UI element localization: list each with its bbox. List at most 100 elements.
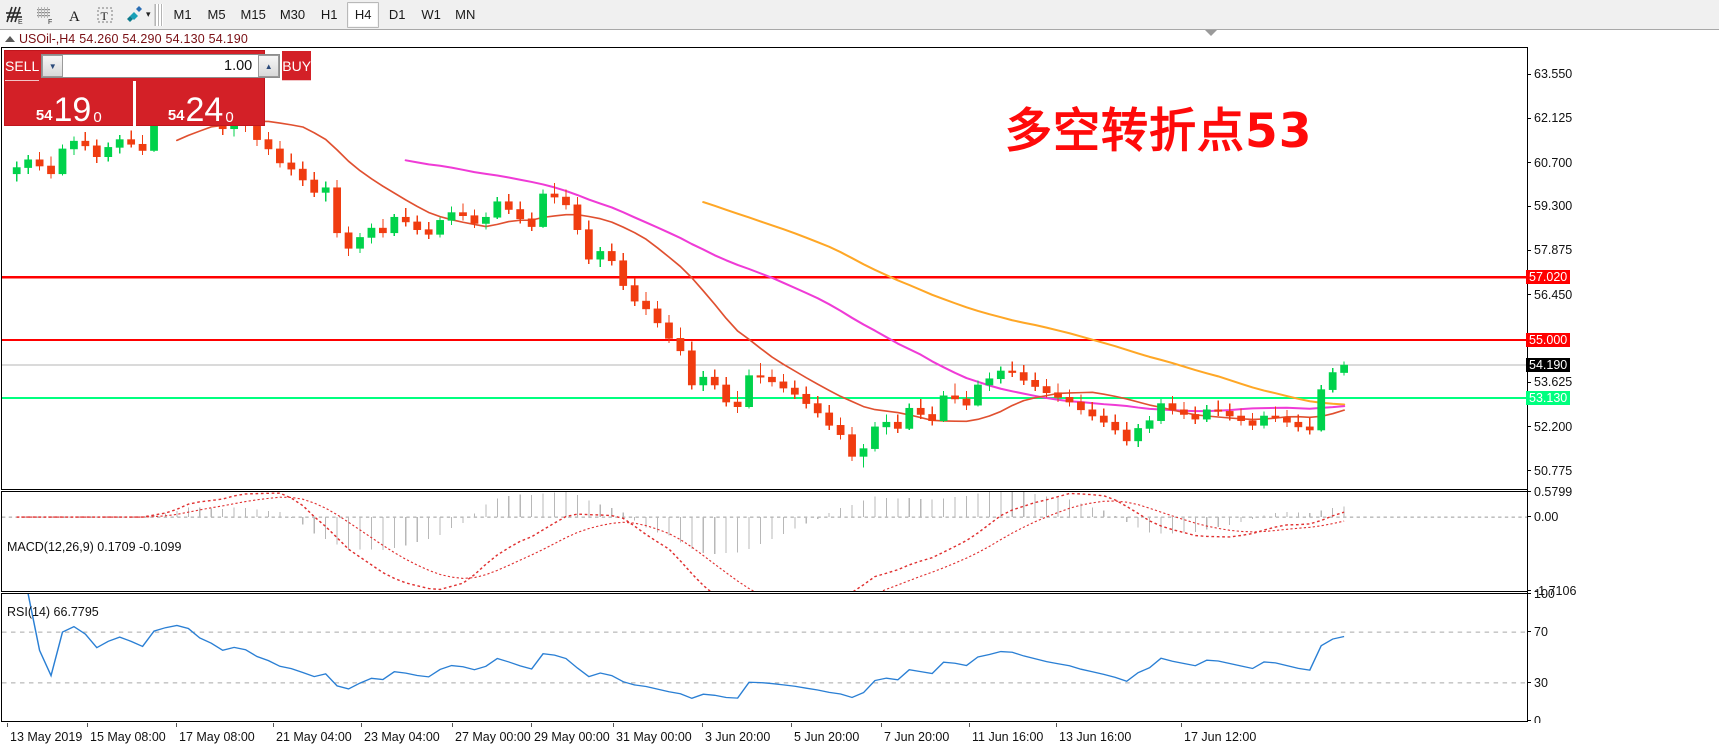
timeframe-m5[interactable]: M5	[207, 7, 226, 22]
time-scale[interactable]: 13 May 2019 15 May 08:00 17 May 08:00 21 Ma…	[1, 723, 1717, 752]
tick-dash	[1527, 590, 1531, 592]
time-tick-label: 21 May 04:00	[276, 730, 352, 744]
time-tick	[7, 723, 8, 727]
collapse-triangle-icon[interactable]	[5, 36, 15, 42]
price-tick-value: 59.300	[1534, 199, 1573, 214]
indicators-icon[interactable]: E	[0, 1, 30, 29]
volume-input[interactable]	[63, 55, 259, 77]
sell-button[interactable]: SELL	[5, 51, 40, 81]
price-chart-panel[interactable]	[1, 47, 1717, 490]
sell-price-points: 19	[53, 91, 92, 129]
sell-price-fraction: 0	[93, 109, 102, 126]
time-tick-label: 13 Jun 16:00	[1059, 730, 1132, 744]
price-tick-label: 53.625	[1527, 376, 1572, 389]
price-level-value: 53.130	[1526, 391, 1571, 405]
timeframe-m1[interactable]: M1	[173, 7, 192, 22]
tick-dash	[1527, 426, 1531, 428]
time-tick	[791, 723, 792, 727]
price-tick-value: 63.550	[1534, 67, 1573, 82]
symbol-label: USOil-,H4	[19, 32, 76, 46]
grid-icon[interactable]: F	[30, 1, 60, 29]
toolbar-separator	[153, 3, 163, 26]
volume-increment-icon[interactable]: ▲	[258, 55, 280, 77]
rsi-tick-value: 70	[1534, 624, 1548, 639]
time-tick	[273, 723, 274, 727]
buy-price-fraction: 0	[225, 109, 234, 126]
timeframe-mn[interactable]: MN	[455, 7, 476, 22]
tick-dash	[1527, 73, 1531, 75]
buy-button[interactable]: BUY	[282, 51, 312, 81]
time-tick	[531, 723, 532, 727]
timeframe-w1[interactable]: W1	[421, 7, 441, 22]
time-tick	[613, 723, 614, 727]
price-tick-value: 60.700	[1534, 155, 1573, 170]
price-tick-value: 56.450	[1534, 287, 1573, 302]
macd-panel[interactable]	[1, 491, 1717, 592]
price-tick-label: 56.450	[1527, 288, 1572, 301]
macd-plot	[2, 492, 1716, 591]
price-level-label: 54.190	[1526, 358, 1571, 373]
macd-tick-value: 0.5799	[1534, 484, 1573, 499]
objects-icon[interactable]	[120, 1, 150, 29]
ohlc-values: 54.260 54.290 54.130 54.190	[79, 32, 249, 46]
text-label-icon[interactable]: T	[90, 1, 120, 29]
svg-text:A: A	[69, 9, 80, 24]
tick-dash	[1527, 162, 1531, 164]
rsi-tick-value: 0	[1534, 713, 1541, 728]
time-tick	[702, 723, 703, 727]
volume-stepper[interactable]: ▼ ▲	[41, 54, 281, 78]
chevron-down-icon[interactable]: ▾	[146, 9, 151, 19]
time-tick	[1181, 723, 1182, 727]
macd-tick-value: -1.7106	[1534, 583, 1577, 598]
volume-decrement-icon[interactable]: ▼	[42, 55, 64, 77]
tick-dash	[1527, 249, 1531, 251]
rsi-panel[interactable]	[1, 593, 1717, 722]
price-level-label: 53.130	[1526, 391, 1571, 405]
timeframe-m15[interactable]: M15	[240, 7, 266, 22]
macd-svg	[2, 492, 1716, 591]
timeframe-m30[interactable]: M30	[279, 7, 306, 22]
chart-drag-handle[interactable]	[1205, 30, 1217, 36]
time-tick-label: 13 May 2019	[10, 730, 83, 744]
price-tick-label: 60.700	[1527, 156, 1572, 169]
rsi-tick-value: 30	[1534, 675, 1548, 690]
chart-annotation-text: 多空转折点53	[1005, 104, 1313, 159]
rsi-tick-label: 0	[1527, 714, 1541, 727]
timeframe-d1[interactable]: D1	[388, 7, 406, 22]
tick-dash	[1527, 516, 1531, 518]
price-level-value: 55.000	[1526, 332, 1571, 347]
time-tick	[452, 723, 453, 727]
time-tick	[176, 723, 177, 727]
sell-price-quote[interactable]: 54 19 0	[5, 81, 136, 127]
time-tick	[1056, 723, 1057, 727]
price-svg	[2, 77, 1716, 468]
timeframe-h1[interactable]: H1	[320, 7, 338, 22]
time-tick-label: 31 May 00:00	[616, 730, 692, 744]
tick-dash	[1527, 205, 1531, 207]
price-tick-label: 50.775	[1527, 464, 1572, 477]
timeframe-h4[interactable]: H4	[347, 1, 380, 28]
macd-tick-label: 0.5799	[1527, 485, 1572, 498]
price-level-label: 55.000	[1526, 332, 1571, 347]
time-tick-label: 3 Jun 20:00	[705, 730, 771, 744]
tick-dash	[1527, 470, 1531, 472]
svg-text:F: F	[48, 19, 52, 25]
price-plot	[2, 48, 1716, 489]
text-icon[interactable]: A	[60, 1, 90, 29]
rsi-caption: RSI(14) 66.7795	[7, 605, 99, 619]
tick-dash	[1527, 117, 1531, 119]
time-tick-label: 17 May 08:00	[179, 730, 255, 744]
time-tick-label: 29 May 00:00	[534, 730, 610, 744]
tick-dash	[1527, 381, 1531, 383]
time-tick-label: 11 Jun 16:00	[972, 730, 1044, 744]
price-scale[interactable]: 63.550 62.125 60.700 59.300 57.875 56.450 53.6…	[1526, 47, 1719, 727]
price-tick-label: 63.550	[1527, 67, 1572, 80]
toolbar: E F A T	[0, 0, 1719, 30]
price-tick-value: 53.625	[1534, 375, 1573, 390]
price-tick-label: 57.875	[1527, 244, 1572, 257]
price-level-value: 54.190	[1526, 358, 1571, 373]
buy-price-quote[interactable]: 54 24 0	[136, 81, 267, 127]
tick-dash	[1527, 682, 1531, 684]
tick-dash	[1527, 631, 1531, 633]
one-click-trading-panel[interactable]: SELL ▼ ▲ BUY 54 19 0 54 24 0	[4, 50, 312, 127]
